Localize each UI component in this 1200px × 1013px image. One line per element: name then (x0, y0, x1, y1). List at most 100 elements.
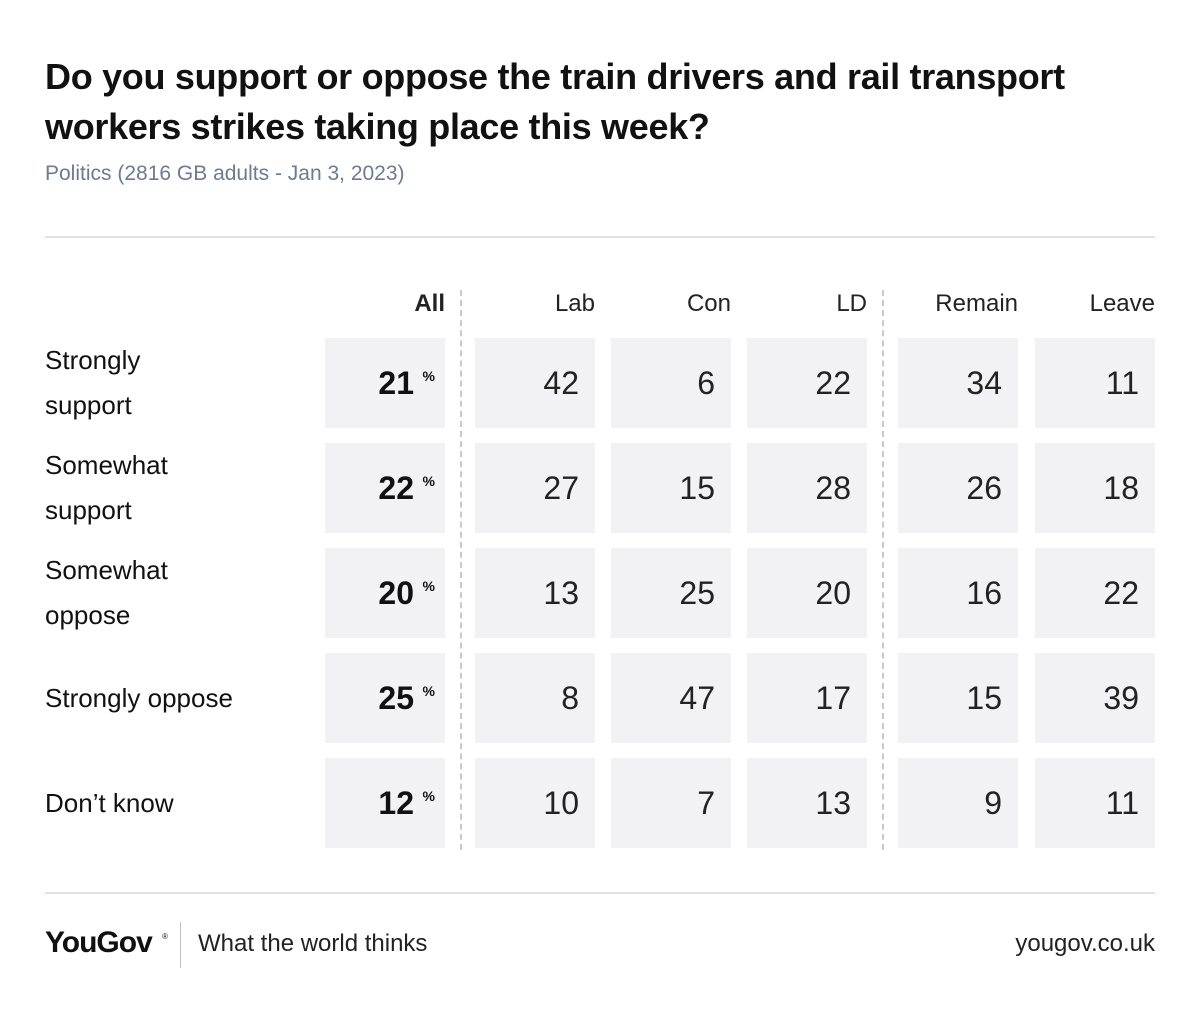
data-cell: 27 (475, 443, 595, 533)
cell-value: 12 (378, 785, 414, 821)
cell-value: 6 (697, 365, 715, 401)
data-cell: 25 (611, 548, 731, 638)
row-label: Strongly support (45, 338, 305, 428)
data-cell: 20% (325, 548, 445, 638)
column-header-con: Con (686, 290, 731, 317)
cell-value: 7 (697, 785, 715, 821)
data-cell: 12% (325, 758, 445, 848)
row-label-text: Strongly oppose (45, 676, 233, 721)
divider-after-ld (882, 290, 884, 850)
bottom-rule (45, 892, 1155, 894)
cell-value: 25 (378, 680, 414, 716)
row-label: Somewhat support (45, 443, 305, 533)
cell-value: 18 (1103, 470, 1139, 506)
registered-mark: ® (162, 932, 168, 941)
tagline: What the world thinks (198, 930, 428, 957)
data-cell: 10 (475, 758, 595, 848)
row-label-line: support (45, 390, 132, 420)
percent-symbol: % (422, 368, 435, 384)
data-cell: 18 (1035, 443, 1155, 533)
row-label-text: Somewhat support (45, 443, 168, 533)
top-rule (45, 236, 1155, 238)
data-cell: 6 (611, 338, 731, 428)
cell-value: 17 (815, 680, 851, 716)
data-cell: 13 (475, 548, 595, 638)
cell-value: 39 (1103, 680, 1139, 716)
row-label-text: Somewhat oppose (45, 548, 168, 638)
data-cell: 22% (325, 443, 445, 533)
column-header-ld: LD (836, 290, 867, 317)
cell-value: 25 (679, 575, 715, 611)
data-cell: 25% (325, 653, 445, 743)
data-cell: 9 (898, 758, 1018, 848)
data-cell: 16 (898, 548, 1018, 638)
cell-value: 28 (815, 470, 851, 506)
cell-value: 16 (966, 575, 1002, 611)
column-header-lab: Lab (554, 290, 595, 317)
data-cell: 39 (1035, 653, 1155, 743)
column-header-all: All (414, 290, 445, 317)
cell-value: 34 (966, 365, 1002, 401)
row-label-line: Somewhat (45, 555, 168, 585)
chart-title: Do you support or oppose the train drive… (45, 56, 1065, 147)
cell-value: 9 (984, 785, 1002, 821)
data-cell: 8 (475, 653, 595, 743)
cell-value: 15 (679, 470, 715, 506)
row-label-text: Don’t know (45, 781, 174, 826)
row-label: Don’t know (45, 758, 305, 848)
row-label-line: oppose (45, 600, 131, 630)
cell-value: 42 (543, 365, 579, 401)
data-cell: 11 (1035, 758, 1155, 848)
data-cell: 34 (898, 338, 1018, 428)
data-cell: 17 (747, 653, 867, 743)
row-label-line: Somewhat (45, 450, 168, 480)
data-cell: 26 (898, 443, 1018, 533)
row-label: Strongly oppose (45, 653, 305, 743)
percent-symbol: % (422, 578, 435, 594)
cell-value: 21 (378, 365, 414, 401)
data-cell: 7 (611, 758, 731, 848)
footer-divider (180, 922, 181, 968)
row-label: Somewhat oppose (45, 548, 305, 638)
cell-value: 26 (966, 470, 1002, 506)
percent-symbol: % (422, 683, 435, 699)
cell-value: 11 (1105, 785, 1139, 821)
cell-value: 20 (378, 575, 414, 611)
cell-value: 13 (543, 575, 579, 611)
data-cell: 42 (475, 338, 595, 428)
cell-value: 11 (1105, 365, 1139, 401)
row-label-line: Don’t know (45, 787, 174, 818)
data-cell: 28 (747, 443, 867, 533)
data-cell: 47 (611, 653, 731, 743)
row-label-line: support (45, 495, 132, 525)
percent-symbol: % (422, 473, 435, 489)
column-header-remain: Remain (935, 290, 1018, 317)
cell-value: 27 (543, 470, 579, 506)
data-cell: 20 (747, 548, 867, 638)
data-cell: 22 (747, 338, 867, 428)
data-cell: 13 (747, 758, 867, 848)
cell-value: 22 (1103, 575, 1139, 611)
data-cell: 11 (1035, 338, 1155, 428)
cell-value: 13 (815, 785, 851, 821)
percent-symbol: % (422, 788, 435, 804)
cell-value: 22 (815, 365, 851, 401)
row-label-line: Strongly (45, 345, 141, 375)
column-header-leave: Leave (1089, 290, 1155, 317)
cell-value: 47 (679, 680, 715, 716)
chart-subtitle: Politics (2816 GB adults - Jan 3, 2023) (45, 162, 405, 185)
yougov-logo: YouGov (45, 926, 153, 959)
cell-value: 22 (378, 470, 414, 506)
cell-value: 10 (543, 785, 579, 821)
data-cell: 15 (611, 443, 731, 533)
divider-after-all (460, 290, 462, 850)
data-cell: 22 (1035, 548, 1155, 638)
cell-value: 15 (966, 680, 1002, 716)
cell-value: 20 (815, 575, 851, 611)
data-cell: 15 (898, 653, 1018, 743)
cell-value: 8 (561, 680, 579, 716)
row-label-line: Strongly oppose (45, 682, 233, 713)
row-label-text: Strongly support (45, 338, 140, 428)
site-url: yougov.co.uk (1015, 930, 1155, 957)
data-cell: 21% (325, 338, 445, 428)
